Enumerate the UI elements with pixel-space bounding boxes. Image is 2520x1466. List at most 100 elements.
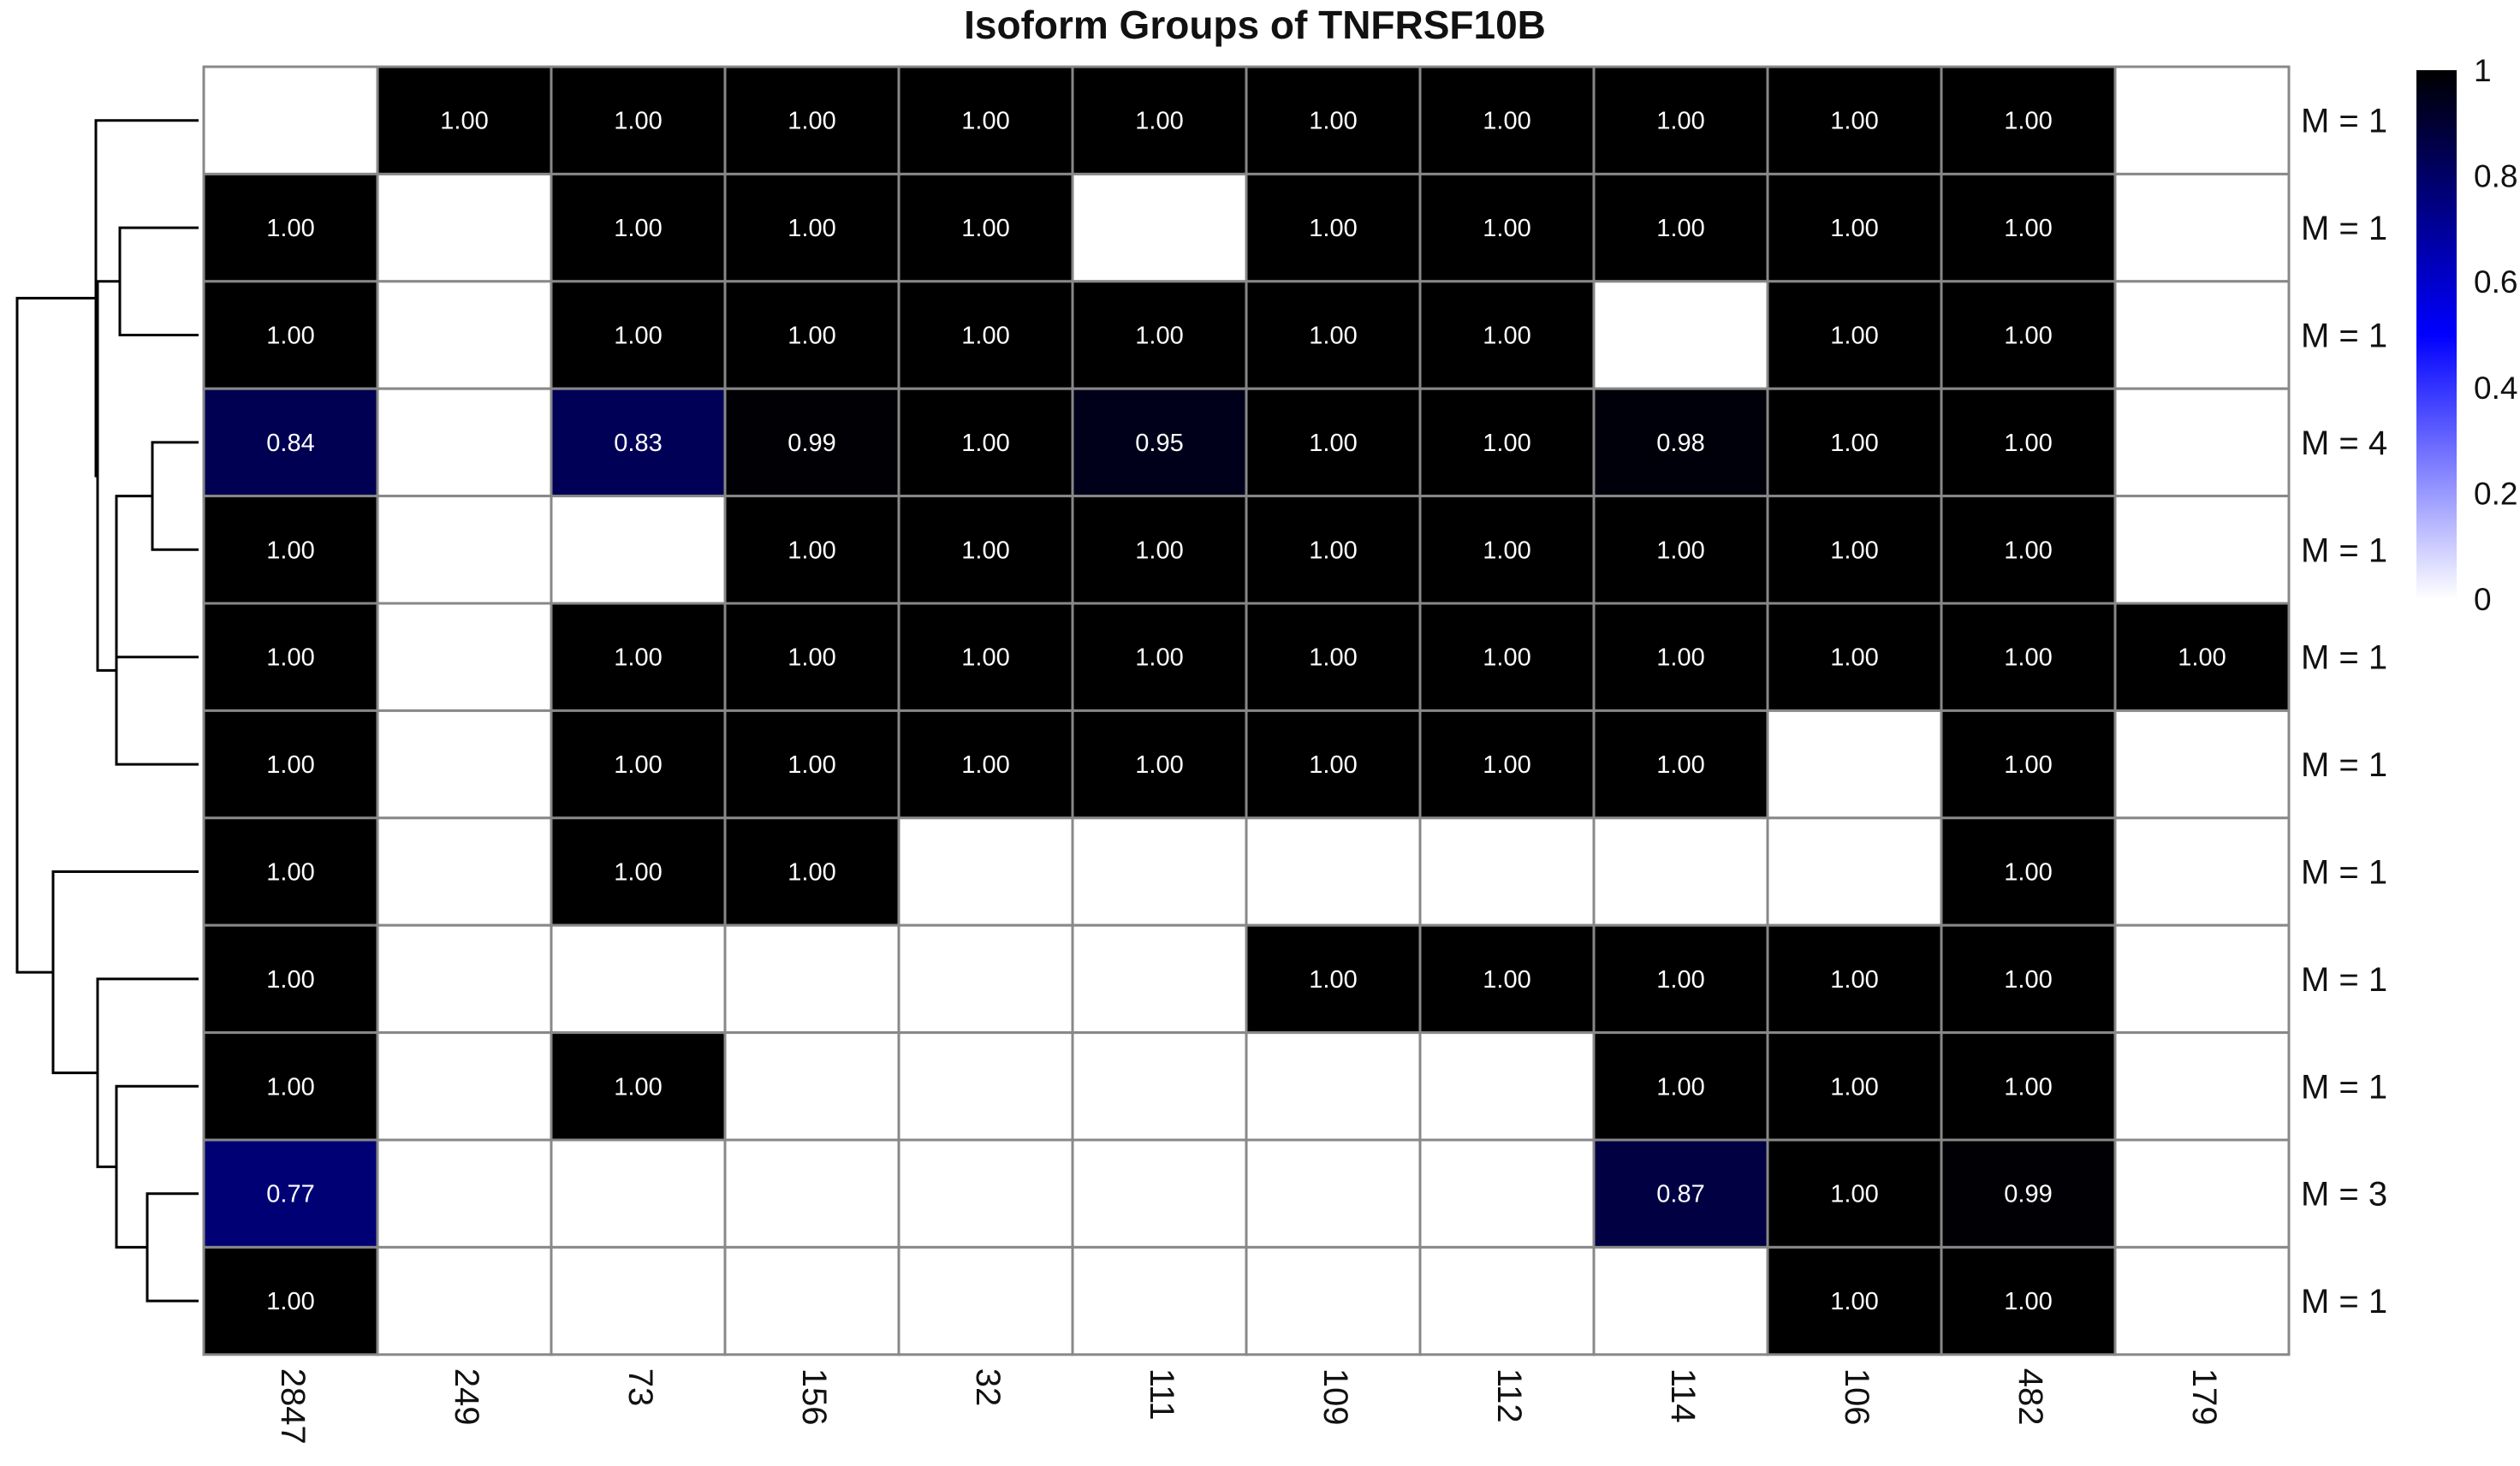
cell-value-label: 1.00 [1830,323,1878,350]
row-label: M = 1 [2301,639,2387,677]
heatmap-cell [1418,172,1596,283]
heatmap-cell [550,709,727,820]
cell-value-label: 1.00 [2004,108,2052,135]
heatmap-cell [1071,1031,1248,1142]
cell-value-label: 1.00 [1135,537,1183,564]
cell-value-label: 1.00 [1135,644,1183,672]
cell-value-label: 1.00 [1309,430,1357,457]
column-label: 114 [1664,1368,1702,1423]
cell-value-label: 1.00 [961,323,1009,350]
heatmap-cell [1071,816,1248,927]
cell-value-label: 1.00 [1309,323,1357,350]
cell-value-label: 0.99 [788,430,835,457]
cell-value-label: 1.00 [1656,537,1704,564]
heatmap-cell [1940,602,2117,712]
heatmap-cell [376,65,553,175]
heatmap-cell [723,387,900,498]
heatmap-cell [202,1031,379,1142]
dendrogram-branch [151,441,199,551]
heatmap-cell [1592,387,1769,498]
dendrogram-branch [115,576,199,766]
cell-value-label: 1.00 [1830,966,1878,994]
cell-value-label: 1.00 [2004,430,2052,457]
heatmap-cell [202,816,379,927]
heatmap-cell [202,65,379,175]
heatmap-cell [376,1245,553,1356]
heatmap-cell [1592,172,1769,283]
heatmap-cell [1766,172,1943,283]
colorbar-tick-label: 0.2 [2474,476,2517,511]
cell-value-label: 1.00 [614,751,662,779]
heatmap-cell [376,387,553,498]
cell-value-label: 1.00 [1309,751,1357,779]
heatmap-cell [376,280,553,390]
cell-value-label: 1.00 [961,537,1009,564]
heatmap-cell [723,709,900,820]
cell-value-label: 1.00 [788,537,835,564]
heatmap-cell [897,1245,1074,1356]
heatmap-cell [1245,1031,1422,1142]
heatmap-cell [1418,1245,1596,1356]
heatmap-cell [550,495,727,605]
heatmap-cell [1245,1245,1422,1356]
heatmap-cell [1071,1138,1248,1249]
heatmap-cell [723,602,900,712]
heatmap-cell [1418,1031,1596,1142]
heatmap-cell [723,1245,900,1356]
row-dendrogram [15,119,199,1303]
cell-value-label: 1.00 [2004,323,2052,350]
row-label: M = 1 [2301,1283,2387,1321]
heatmap-cell [202,1245,379,1356]
colorbar-tick-label: 0.4 [2474,371,2517,406]
cell-value-label: 1.00 [1135,751,1183,779]
cell-value-label: 1.00 [1309,215,1357,242]
cell-value-label: 1.00 [1309,108,1357,135]
cell-value-label: 1.00 [961,644,1009,672]
heatmap-cell [897,816,1074,927]
cell-value-label: 1.00 [1656,644,1704,672]
cell-value-label: 1.00 [2004,537,2052,564]
heatmap-cell [1592,816,1769,927]
cell-value-label: 1.00 [1830,1073,1878,1101]
heatmap-cell [1940,387,2117,498]
cell-value-label: 1.00 [614,108,662,135]
colorbar-tick-label: 0.8 [2474,159,2517,194]
cell-value-label: 1.00 [1135,108,1183,135]
heatmap-cell [2113,495,2291,605]
heatmap-cell [202,602,379,712]
dendrogram-branch [115,1084,199,1249]
column-label: 106 [1838,1368,1875,1426]
row-label: M = 1 [2301,210,2387,247]
heatmap-cell [1418,387,1596,498]
cell-value-label: 1.00 [266,1288,314,1315]
cell-value-label: 1.00 [266,215,314,242]
heatmap-cell [550,923,727,1035]
cell-value-label: 1.00 [1656,751,1704,779]
cell-value-label: 1.00 [2004,215,2052,242]
heatmap-cell [202,709,379,820]
heatmap-cell [2113,923,2291,1035]
heatmap-cell [897,172,1074,283]
row-labels: M = 1 M = 1 M = 1 M = 4 M = 1 M = 1 M = 1 M = 1… [2301,103,2387,1321]
colorbar-tick-label: 1 [2474,53,2492,88]
cell-value-label: 1.00 [2004,1288,2052,1315]
cell-value-label: 1.00 [2004,751,2052,779]
heatmap-cells [202,65,2291,1356]
cell-value-label: 1.00 [266,644,314,672]
row-label: M = 4 [2301,424,2387,462]
cell-value-label: 0.84 [266,430,314,457]
cell-value-label: 1.00 [2004,966,2052,994]
heatmap-cell [723,280,900,390]
cell-value-label: 1.00 [614,859,662,887]
cell-value-label: 1.00 [1483,644,1530,672]
colorbar-tick-label: 0 [2474,582,2492,617]
heatmap-cell [2113,280,2291,390]
dendrogram-branch [94,119,199,478]
heatmap-cell [897,65,1074,175]
heatmap-cell [1418,65,1596,175]
heatmap-cell [1766,816,1943,927]
cell-value-label: 1.00 [788,644,835,672]
heatmap-cell [897,1031,1074,1142]
